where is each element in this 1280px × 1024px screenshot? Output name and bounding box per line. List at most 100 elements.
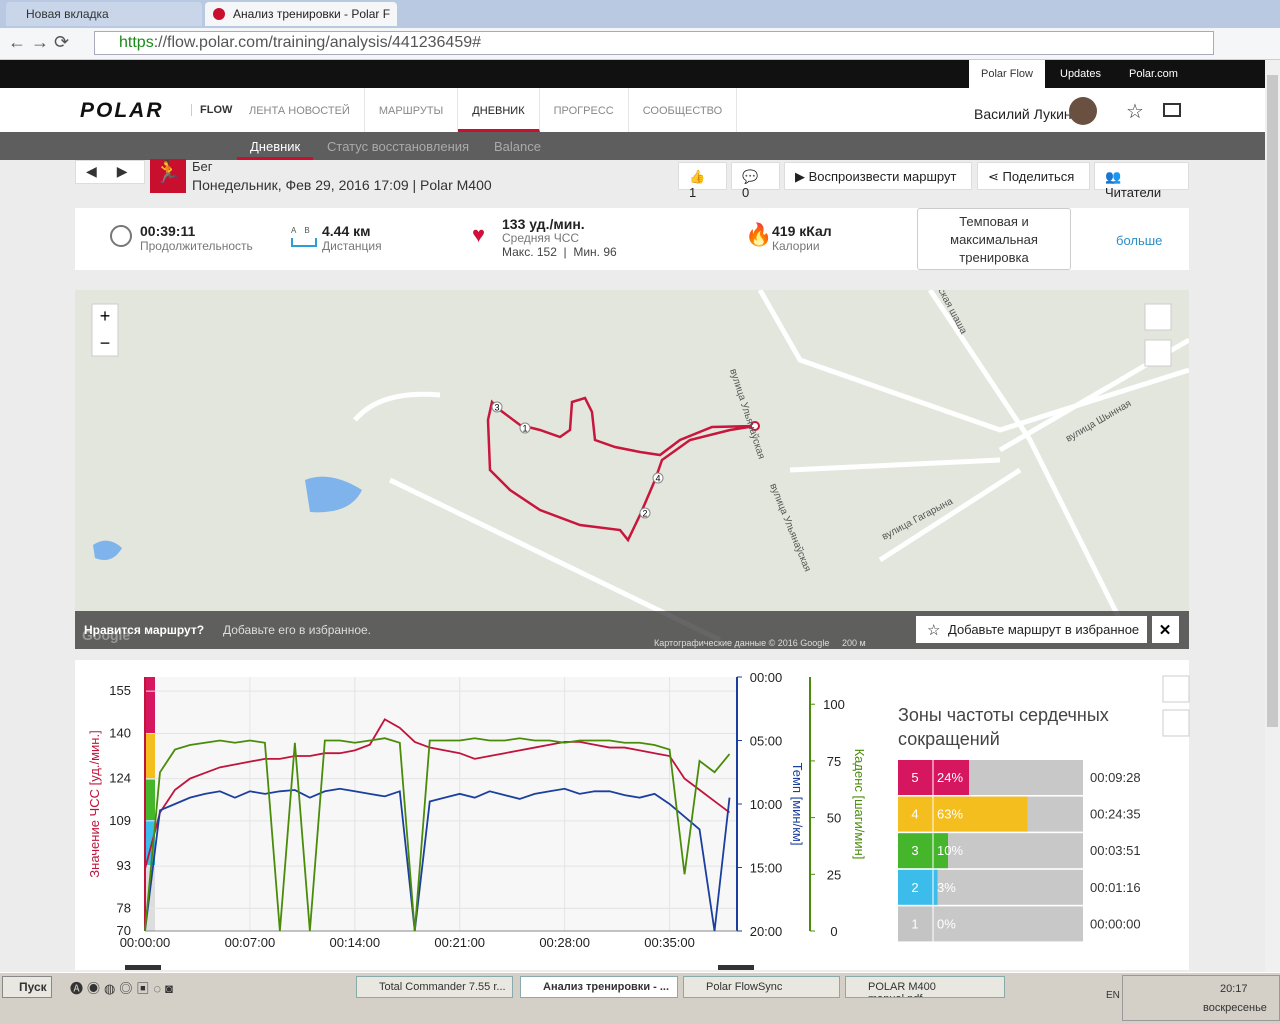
calories-icon: 🔥 — [745, 222, 773, 247]
range-handle[interactable] — [718, 965, 754, 970]
distance-ruler — [291, 238, 317, 247]
like-button[interactable]: 👍 1 — [678, 162, 727, 200]
zoom-in[interactable]: + — [100, 306, 111, 326]
y2-tick-label: 00:00 — [750, 670, 783, 685]
lap-label: 2 — [642, 508, 647, 518]
y-tick-label: 109 — [109, 813, 131, 828]
series-line — [144, 718, 731, 870]
y2-axis-title: Темп [мин/км] — [790, 763, 805, 846]
share-button[interactable]: ⋖ Поделиться — [977, 162, 1090, 190]
scroll-thumb[interactable] — [1267, 75, 1278, 727]
task-active[interactable]: Анализ тренировки - ... — [520, 976, 678, 998]
clock: 20:17 — [1220, 983, 1248, 995]
avatar[interactable] — [1069, 97, 1097, 125]
product: FLOW — [191, 104, 232, 116]
zone-number-box — [898, 869, 933, 905]
zoom-control[interactable] — [91, 303, 119, 357]
chart-settings[interactable] — [1162, 675, 1190, 703]
favorites-icon[interactable]: ☆ — [1126, 101, 1144, 123]
calories-value: 419 кКал — [772, 223, 832, 239]
button-label: Поделиться — [1002, 169, 1075, 184]
target-button[interactable]: Темповая и максимальная тренировка — [917, 208, 1071, 270]
prev-next[interactable]: ◀▶ — [75, 160, 145, 184]
training-date: Понедельник, Фев 29, 2016 17:09 | Polar … — [192, 177, 492, 193]
task[interactable]: Polar FlowSync — [683, 976, 840, 998]
zoom-out[interactable]: − — [100, 333, 111, 353]
zone-strip — [145, 733, 155, 780]
sub-nav-item[interactable]: Balance — [494, 139, 541, 154]
zone-bar — [933, 796, 1028, 832]
menu-item-active[interactable]: ДНЕВНИК — [458, 88, 540, 132]
tab-title: Анализ тренировки - Polar F — [233, 7, 391, 21]
top-link[interactable]: Polar.com — [1129, 68, 1178, 80]
chart-fullscreen[interactable] — [1162, 709, 1190, 737]
add-favorite-label: Добавьте маршрут в избранное — [948, 622, 1139, 637]
x-tick-label: 00:14:00 — [330, 935, 381, 950]
favicon — [213, 8, 225, 20]
tab-active[interactable]: Анализ тренировки - Polar F — [205, 2, 397, 26]
zone-number: 5 — [911, 770, 918, 785]
range-handle[interactable] — [125, 965, 161, 970]
comment-count: 0 — [742, 185, 750, 200]
calories-label: Калории — [772, 239, 820, 253]
icon-letter: B — [304, 226, 318, 235]
readers-button[interactable]: 👥 Читатели — [1094, 162, 1189, 200]
attribution: Картографические данные © 2016 Google — [654, 638, 829, 648]
hr-label: Средняя ЧСС — [502, 231, 580, 245]
scale: 200 м — [842, 638, 866, 648]
menu-item[interactable]: ПРОГРЕСС — [540, 88, 629, 132]
series-line — [144, 787, 731, 932]
like-hint: Добавьте его в избранное. — [223, 623, 371, 637]
language[interactable]: EN — [1106, 990, 1120, 1001]
like-count: 1 — [689, 185, 697, 200]
zone-number-box — [898, 760, 933, 795]
duration-icon — [110, 225, 132, 247]
top-link[interactable]: Updates — [1060, 68, 1101, 80]
menu-item[interactable]: МАРШРУТЫ — [365, 88, 459, 132]
button-label: Читатели — [1105, 185, 1162, 200]
plot-area — [145, 677, 737, 931]
menu-item[interactable]: ЛЕНТА НОВОСТЕЙ — [235, 88, 365, 132]
map-settings[interactable] — [1144, 303, 1172, 331]
x-tick-label: 00:21:00 — [434, 935, 485, 950]
map[interactable]: 1 2 3 4 ская шаша вулица Шынная вулица Г… — [75, 290, 1189, 649]
tray — [1122, 975, 1280, 1021]
heart-icon: ♥ — [472, 222, 486, 247]
icon-letter: A — [291, 226, 305, 235]
sub-nav-item-active[interactable]: Дневник — [237, 132, 314, 160]
zone-number: 3 — [911, 843, 918, 858]
zone-number: 1 — [911, 916, 918, 931]
more-link[interactable]: больше — [1116, 233, 1163, 248]
lap-label: 1 — [522, 423, 527, 433]
distance-value: 4.44 км — [322, 223, 371, 239]
notifications-icon[interactable] — [1163, 103, 1181, 117]
lap-marker — [519, 422, 531, 434]
add-favorite-button[interactable] — [916, 616, 1147, 643]
y-tick-label: 93 — [117, 858, 131, 873]
y3-tick-label: 75 — [827, 754, 841, 769]
task[interactable]: Total Commander 7.55 r... — [356, 976, 513, 998]
top-bar — [0, 60, 1265, 88]
task[interactable]: POLAR M400 manual.pdf... — [845, 976, 1005, 998]
sub-nav-item[interactable]: Статус восстановления — [327, 139, 470, 154]
distance-icon: AB — [291, 226, 318, 235]
zone-time: 00:24:35 — [1090, 807, 1141, 822]
top-link[interactable]: Polar Flow — [969, 60, 1045, 88]
close-button[interactable] — [1152, 616, 1179, 643]
map-background — [75, 290, 1189, 649]
start-button[interactable]: Пуск — [2, 976, 52, 998]
tab[interactable]: Новая вкладка — [6, 2, 202, 26]
replay-button[interactable]: ▶ Воспроизвести маршрут — [784, 162, 972, 190]
address-bar[interactable]: https://flow.polar.com/training/analysis… — [94, 31, 1214, 55]
nav-buttons[interactable]: ← → ⟳ — [8, 32, 70, 52]
map-fullscreen[interactable] — [1144, 339, 1172, 367]
y3-tick-label: 50 — [827, 811, 841, 826]
comment-button[interactable]: 💬 0 — [731, 162, 780, 200]
zone-time: 00:00:00 — [1090, 916, 1141, 931]
duration-label: Продолжительность — [140, 239, 253, 253]
menu-item[interactable]: СООБЩЕСТВО — [629, 88, 738, 132]
sport-icon: 🏃 — [150, 159, 186, 193]
quick-launch[interactable]: 🅐◉◍◎▣◌◙ — [70, 981, 177, 996]
logo[interactable]: POLAR — [80, 99, 164, 122]
user-name[interactable]: Василий Лукин — [974, 106, 1072, 122]
